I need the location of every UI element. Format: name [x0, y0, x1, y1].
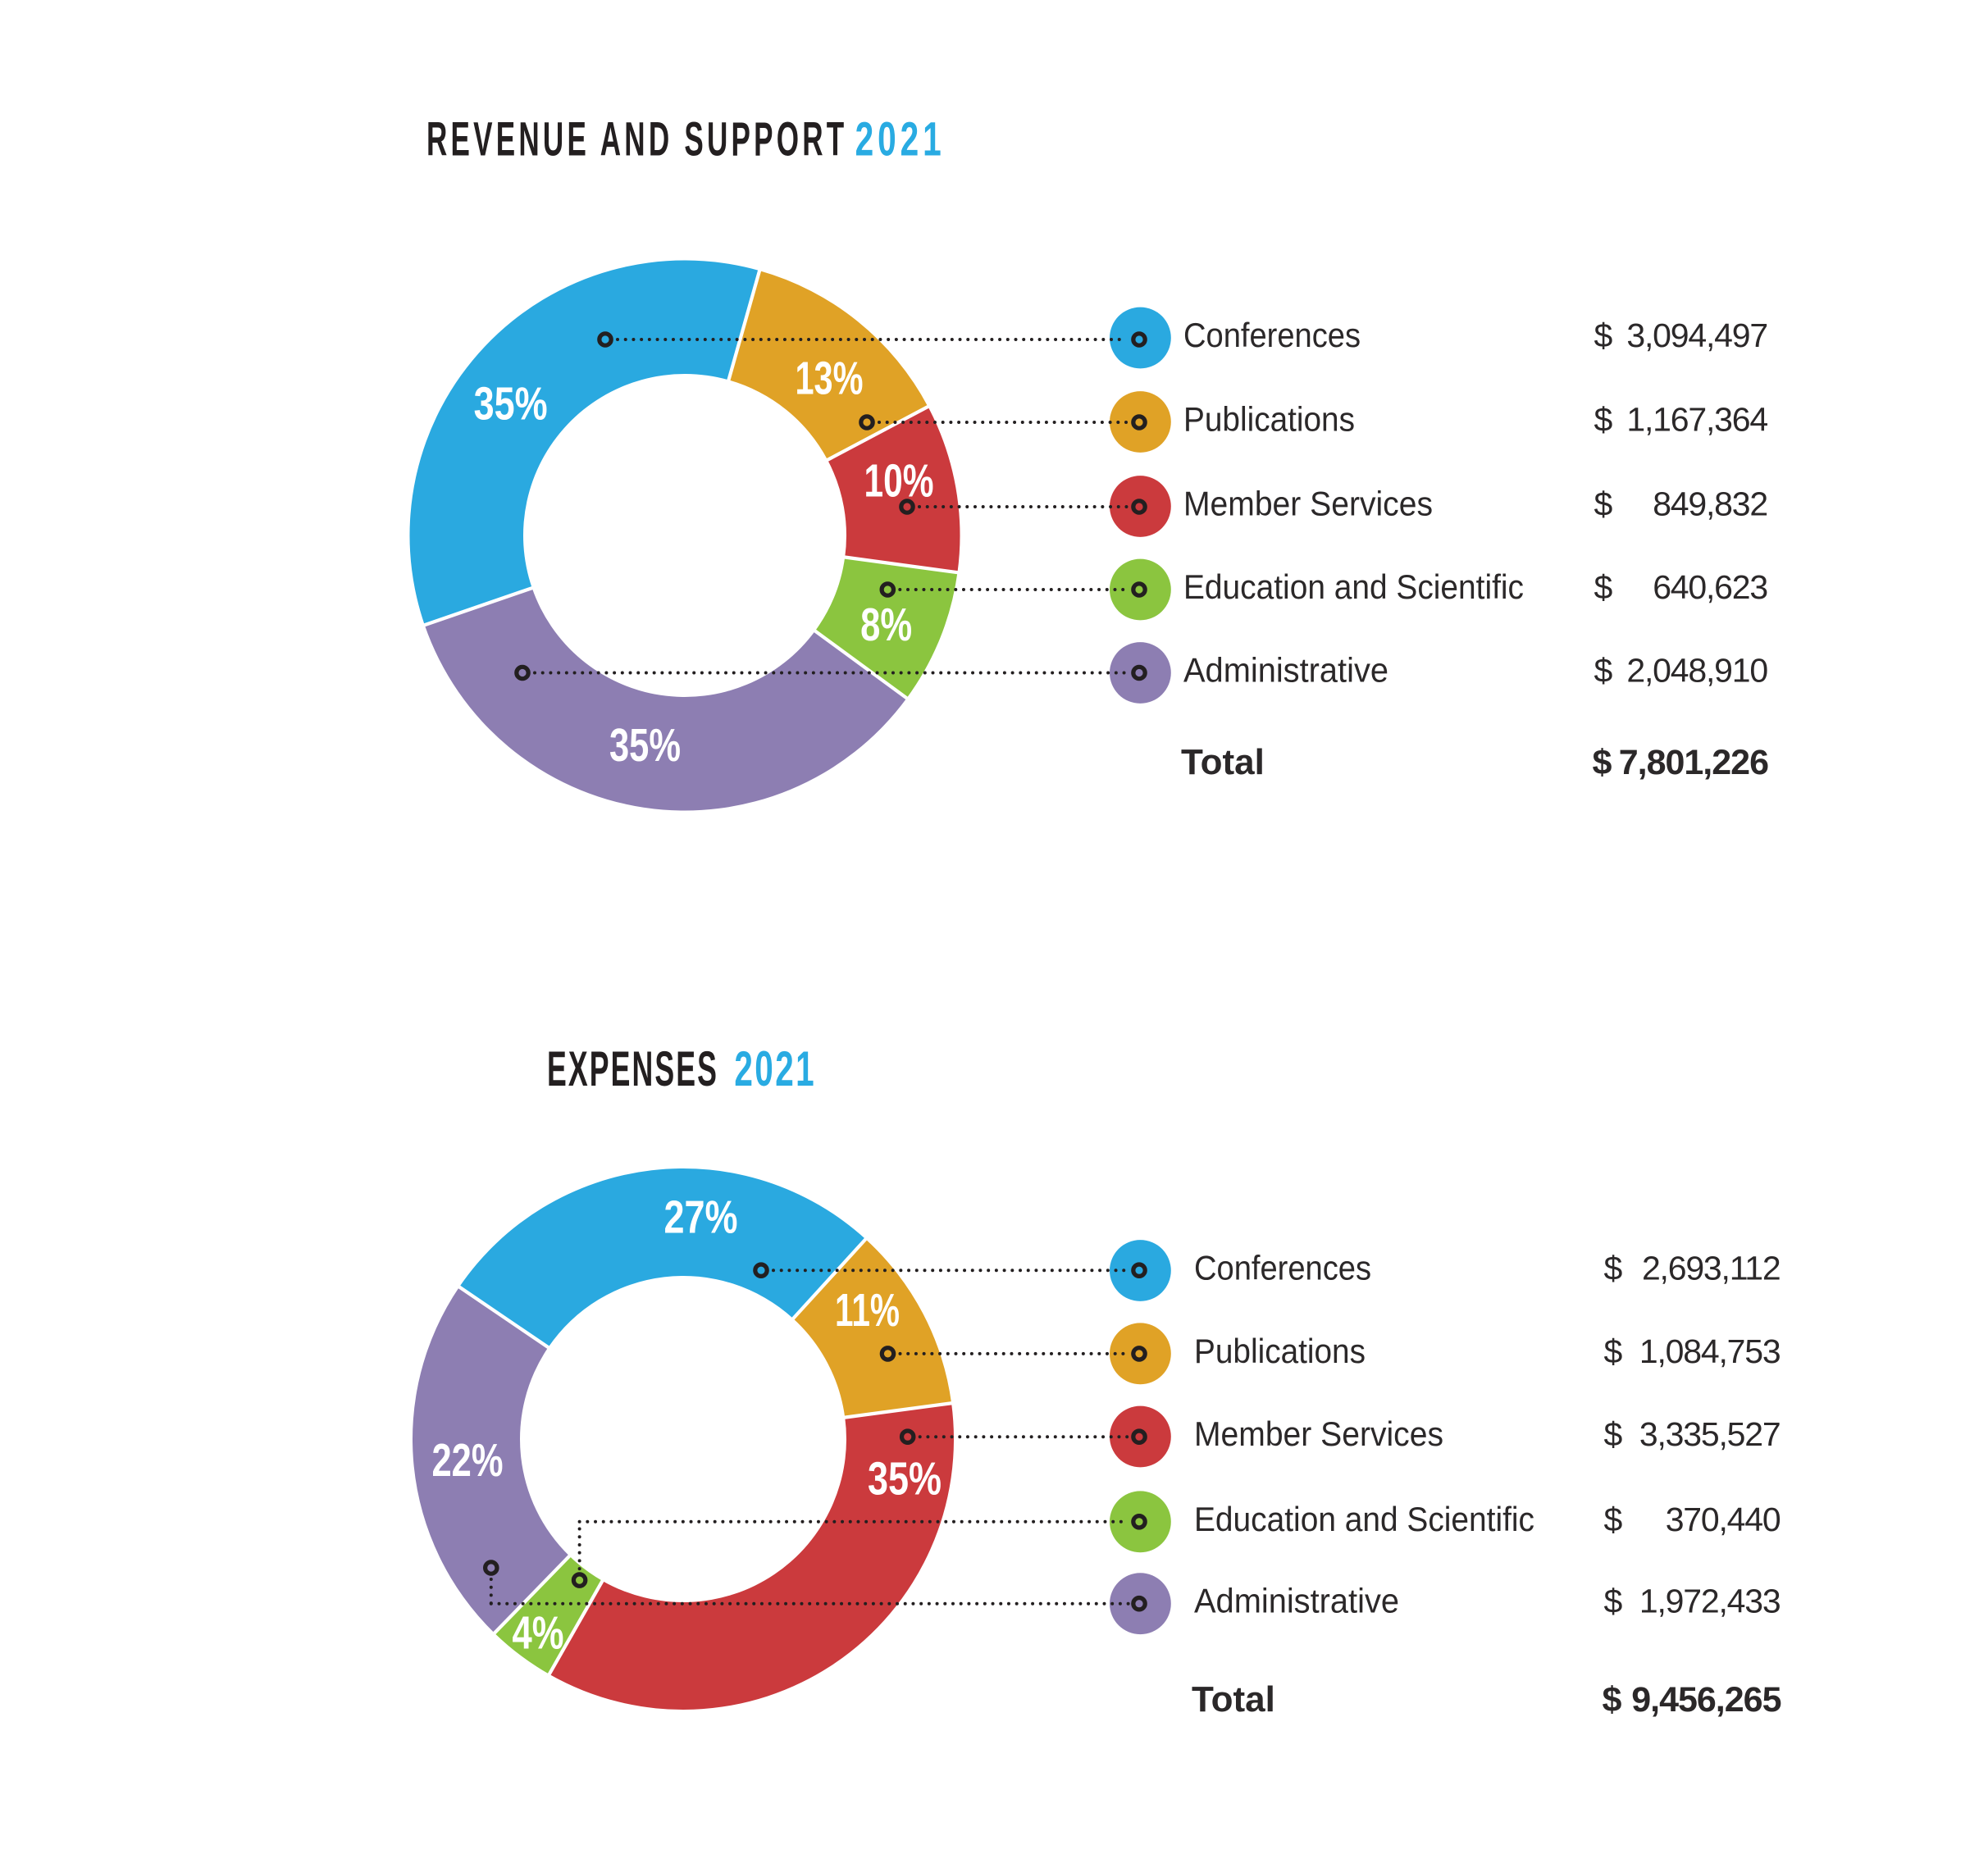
svg-text:$: $	[1594, 568, 1613, 606]
svg-text:3,335,527: 3,335,527	[1639, 1415, 1781, 1453]
svg-text:Total: Total	[1192, 1679, 1275, 1720]
svg-text:4%: 4%	[513, 1607, 564, 1660]
svg-text:35%: 35%	[474, 377, 548, 430]
svg-text:13%: 13%	[796, 353, 864, 405]
svg-text:2021: 2021	[734, 1041, 816, 1096]
svg-text:Total: Total	[1181, 742, 1265, 782]
svg-text:$: $	[1604, 1250, 1623, 1287]
svg-text:10%: 10%	[864, 455, 934, 508]
svg-text:27%: 27%	[664, 1191, 738, 1244]
svg-text:35%: 35%	[868, 1453, 942, 1505]
svg-text:Administrative: Administrative	[1183, 651, 1388, 690]
svg-text:7,801,226: 7,801,226	[1619, 743, 1768, 782]
svg-text:Administrative: Administrative	[1194, 1582, 1399, 1620]
svg-text:2021: 2021	[855, 113, 946, 166]
svg-text:$: $	[1604, 1501, 1623, 1538]
svg-text:$: $	[1604, 1415, 1623, 1453]
svg-text:$: $	[1594, 485, 1613, 523]
svg-text:Education and Scientific: Education and Scientific	[1194, 1500, 1534, 1538]
svg-text:2,693,112: 2,693,112	[1642, 1250, 1781, 1287]
svg-text:$: $	[1603, 1680, 1622, 1720]
svg-text:Conferences: Conferences	[1194, 1249, 1371, 1287]
svg-text:35%: 35%	[609, 719, 681, 772]
svg-text:370,440: 370,440	[1666, 1501, 1781, 1538]
svg-text:9,456,265: 9,456,265	[1631, 1680, 1781, 1720]
svg-text:849,832: 849,832	[1653, 485, 1767, 523]
svg-text:Conferences: Conferences	[1183, 316, 1361, 354]
svg-text:640,623: 640,623	[1653, 568, 1767, 606]
svg-text:Publications: Publications	[1183, 400, 1355, 439]
svg-text:2,048,910: 2,048,910	[1626, 652, 1767, 690]
svg-text:$: $	[1594, 401, 1613, 439]
svg-text:1,167,364: 1,167,364	[1626, 401, 1767, 439]
svg-text:3,094,497: 3,094,497	[1626, 317, 1767, 354]
svg-text:1,084,753: 1,084,753	[1639, 1332, 1781, 1370]
svg-text:$: $	[1594, 652, 1613, 690]
svg-text:$: $	[1593, 743, 1612, 782]
svg-text:$: $	[1604, 1332, 1623, 1370]
svg-text:$: $	[1604, 1583, 1623, 1620]
svg-text:8%: 8%	[860, 599, 912, 651]
svg-text:$: $	[1594, 317, 1613, 354]
svg-text:22%: 22%	[432, 1434, 504, 1487]
svg-text:Member Services: Member Services	[1194, 1414, 1443, 1453]
svg-text:11%: 11%	[835, 1284, 900, 1337]
svg-text:EXPENSES: EXPENSES	[547, 1041, 718, 1096]
svg-text:Member Services: Member Services	[1183, 485, 1433, 523]
svg-text:REVENUE AND SUPPORT: REVENUE AND SUPPORT	[426, 113, 847, 166]
svg-text:1,972,433: 1,972,433	[1639, 1583, 1781, 1620]
svg-text:Publications: Publications	[1194, 1332, 1366, 1370]
svg-text:Education and Scientific: Education and Scientific	[1183, 567, 1524, 606]
